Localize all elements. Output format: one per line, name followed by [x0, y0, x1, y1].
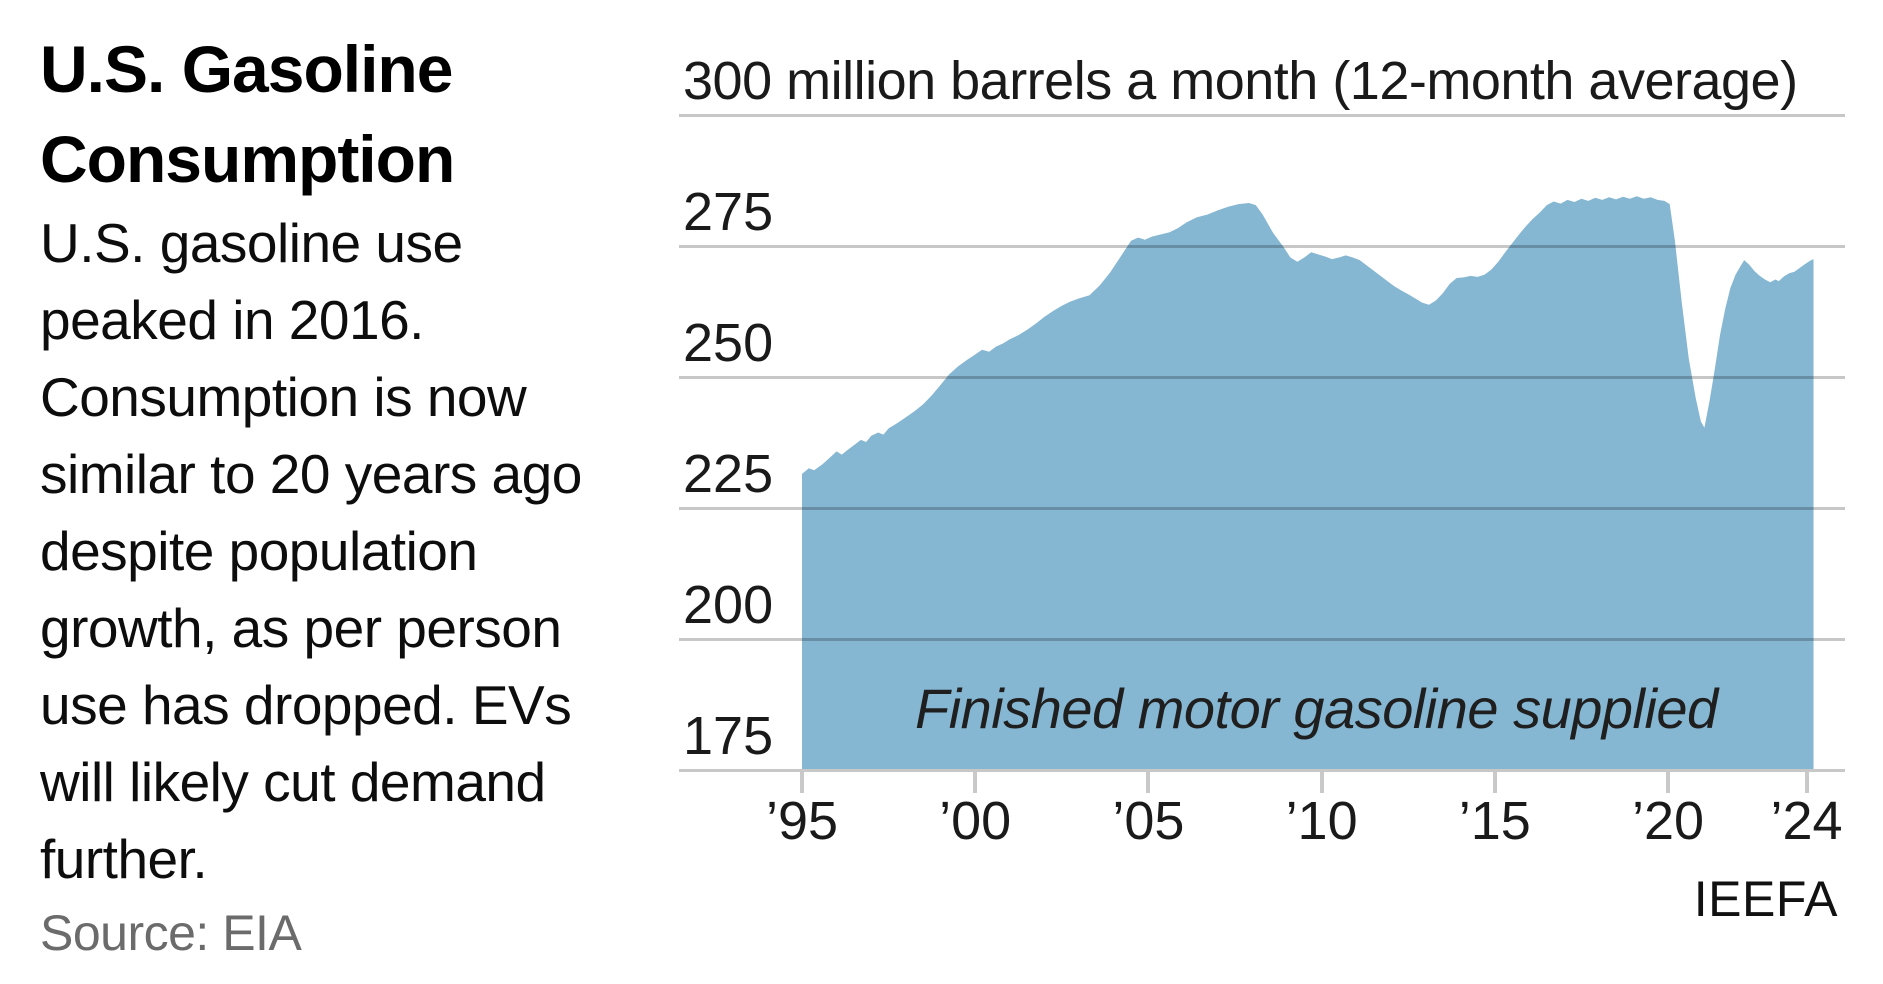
x-tick-mark-2020 — [1666, 772, 1670, 793]
x-tick-label-2015: ’15 — [1458, 791, 1531, 851]
series-annotation: Finished motor gasoline supplied — [915, 677, 1718, 740]
x-tick-mark-2000 — [973, 772, 978, 793]
x-tick-label-2024: ’24 — [1770, 791, 1843, 851]
attribution-label: IEEFA — [1693, 871, 1838, 927]
y-tick-label-250: 250 — [683, 313, 774, 373]
x-tick-mark-2005 — [1146, 772, 1151, 793]
y-gridline-275 — [679, 245, 1845, 248]
page-title: U.S. Gasoline Consumption — [40, 32, 455, 196]
x-tick-label-2005: ’05 — [1112, 791, 1185, 851]
y-gridline-300 — [679, 114, 1845, 117]
y-tick-label-175: 175 — [683, 706, 774, 766]
x-tick-label-2010: ’10 — [1285, 791, 1358, 851]
x-tick-mark-1995 — [800, 772, 804, 793]
chart-description: U.S. gasoline use peaked in 2016. Consum… — [40, 212, 582, 890]
y-tick-label-225: 225 — [683, 444, 774, 504]
x-tick-mark-2010 — [1319, 772, 1324, 793]
gasoline-area-shape — [802, 196, 1814, 770]
y-gridline-250 — [679, 376, 1845, 379]
source-label: Source: EIA — [40, 905, 302, 961]
y-tick-label-200: 200 — [683, 575, 774, 635]
x-axis-line — [679, 769, 1845, 772]
chart-unit-header: 300 million barrels a month (12-month av… — [683, 51, 1798, 111]
y-gridline-225 — [679, 507, 1845, 510]
x-tick-mark-2015 — [1492, 772, 1497, 793]
y-gridline-200 — [679, 638, 1845, 641]
x-tick-label-2000: ’00 — [939, 791, 1012, 851]
x-tick-label-1995: ’95 — [765, 791, 839, 851]
y-tick-label-275: 275 — [683, 182, 774, 242]
x-tick-label-2020: ’20 — [1631, 791, 1705, 851]
x-tick-mark-2024 — [1804, 772, 1809, 793]
